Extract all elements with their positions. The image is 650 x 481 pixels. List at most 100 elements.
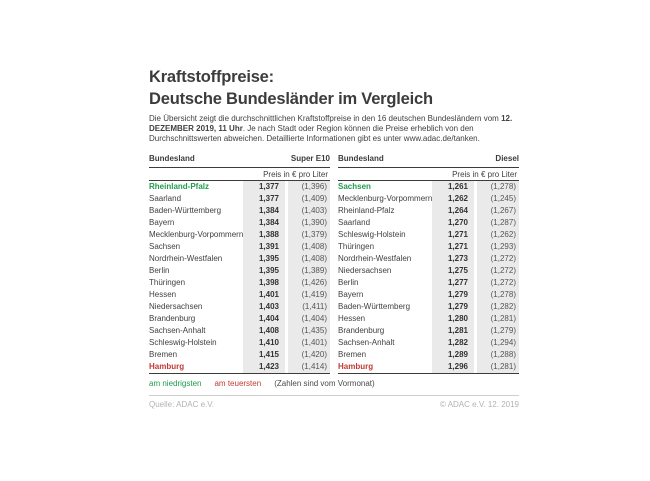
current-price: 1,395: [243, 265, 285, 277]
table-row: Hamburg 1,296 (1,281): [338, 361, 519, 373]
current-price: 1,401: [243, 289, 285, 301]
table-row: Schleswig-Holstein 1,271 (1,262): [338, 229, 519, 241]
title-line-1: Kraftstoffpreise:: [149, 68, 274, 86]
state-name: Nordrhein-Westfalen: [149, 254, 223, 263]
previous-month-price: (1,288): [477, 349, 519, 361]
infographic-content: Kraftstoffpreise: Deutsche Bundesländer …: [149, 66, 519, 409]
table-row: Saarland 1,270 (1,287): [338, 217, 519, 229]
state-name: Mecklenburg-Vorpommern: [338, 194, 432, 203]
state-name: Niedersachsen: [338, 266, 392, 275]
previous-month-price: (1,396): [288, 181, 330, 193]
current-price: 1,282: [432, 337, 474, 349]
previous-month-price: (1,420): [288, 349, 330, 361]
table-row: Bayern 1,279 (1,278): [338, 289, 519, 301]
current-price: 1,262: [432, 193, 474, 205]
previous-month-price: (1,281): [477, 313, 519, 325]
table-header-fuel: Diesel: [495, 154, 519, 163]
previous-month-price: (1,379): [288, 229, 330, 241]
footer-source: Quelle: ADAC e.V.: [149, 400, 215, 409]
table-row: Nordrhein-Westfalen 1,395 (1,408): [149, 253, 330, 265]
current-price: 1,273: [432, 253, 474, 265]
state-name: Saarland: [149, 194, 182, 203]
state-name: Brandenburg: [149, 314, 196, 323]
state-name: Saarland: [338, 218, 371, 227]
table-row: Hamburg 1,423 (1,414): [149, 361, 330, 373]
current-price: 1,271: [432, 229, 474, 241]
table-rows: Rheinland-Pfalz 1,377 (1,396) Saarland 1…: [149, 181, 330, 374]
state-name: Hessen: [149, 290, 177, 299]
state-name: Bremen: [338, 350, 367, 359]
current-price: 1,289: [432, 349, 474, 361]
state-name: Thüringen: [149, 278, 186, 287]
current-price: 1,281: [432, 325, 474, 337]
unit-label: Preis in € pro Liter: [263, 170, 328, 179]
state-name: Hessen: [338, 314, 366, 323]
previous-month-price: (1,278): [477, 181, 519, 193]
tables-row: Bundesland Super E10 Preis in € pro Lite…: [149, 154, 519, 374]
table-row: Sachsen 1,391 (1,408): [149, 241, 330, 253]
current-price: 1,270: [432, 217, 474, 229]
previous-month-price: (1,287): [477, 217, 519, 229]
previous-month-price: (1,293): [477, 241, 519, 253]
previous-month-price: (1,403): [288, 205, 330, 217]
previous-month-price: (1,411): [288, 301, 330, 313]
state-name: Hamburg: [149, 362, 185, 371]
current-price: 1,277: [432, 277, 474, 289]
previous-month-price: (1,390): [288, 217, 330, 229]
intro-text: Die Übersicht zeigt die durchschnittlich…: [149, 114, 519, 144]
state-name: Baden-Württemberg: [338, 302, 411, 311]
title-line-2: Deutsche Bundesländer im Vergleich: [149, 90, 433, 108]
current-price: 1,384: [243, 217, 285, 229]
state-name: Sachsen-Anhalt: [338, 338, 395, 347]
current-price: 1,261: [432, 181, 474, 193]
current-price: 1,264: [432, 205, 474, 217]
previous-month-price: (1,409): [288, 193, 330, 205]
table-row: Mecklenburg-Vorpommern 1,262 (1,245): [338, 193, 519, 205]
previous-month-price: (1,272): [477, 253, 519, 265]
table-row: Niedersachsen 1,275 (1,272): [338, 265, 519, 277]
legend: am niedrigsten am teuersten (Zahlen sind…: [149, 379, 519, 389]
table-row: Niedersachsen 1,403 (1,411): [149, 301, 330, 313]
table-row: Mecklenburg-Vorpommern 1,388 (1,379): [149, 229, 330, 241]
table-header-fuel: Super E10: [290, 154, 330, 163]
current-price: 1,271: [432, 241, 474, 253]
current-price: 1,377: [243, 193, 285, 205]
intro-pre: Die Übersicht zeigt die durchschnittlich…: [149, 114, 502, 123]
state-name: Schleswig-Holstein: [149, 338, 217, 347]
table-row: Nordrhein-Westfalen 1,273 (1,272): [338, 253, 519, 265]
state-name: Sachsen: [338, 182, 371, 191]
page-title: Kraftstoffpreise: Deutsche Bundesländer …: [149, 66, 519, 110]
table-row: Sachsen-Anhalt 1,282 (1,294): [338, 337, 519, 349]
current-price: 1,296: [432, 361, 474, 373]
table-row: Schleswig-Holstein 1,410 (1,401): [149, 337, 330, 349]
footer-copyright: © ADAC e.V. 12. 2019: [440, 400, 519, 409]
table-row: Thüringen 1,398 (1,426): [149, 277, 330, 289]
current-price: 1,388: [243, 229, 285, 241]
previous-month-price: (1,419): [288, 289, 330, 301]
table-row: Sachsen-Anhalt 1,408 (1,435): [149, 325, 330, 337]
table-row: Thüringen 1,271 (1,293): [338, 241, 519, 253]
current-price: 1,423: [243, 361, 285, 373]
state-name: Brandenburg: [338, 326, 385, 335]
table-row: Hessen 1,401 (1,419): [149, 289, 330, 301]
previous-month-price: (1,282): [477, 301, 519, 313]
current-price: 1,415: [243, 349, 285, 361]
table-row: Bremen 1,415 (1,420): [149, 349, 330, 361]
current-price: 1,398: [243, 277, 285, 289]
state-name: Rheinland-Pfalz: [149, 182, 210, 191]
previous-month-price: (1,389): [288, 265, 330, 277]
intro-post: . Je nach Stadt oder Region können die P…: [149, 124, 480, 143]
table-row: Rheinland-Pfalz 1,377 (1,396): [149, 181, 330, 193]
state-name: Niedersachsen: [149, 302, 203, 311]
legend-lowest: am niedrigsten: [149, 379, 202, 388]
unit-label: Preis in € pro Liter: [452, 170, 517, 179]
fuel-table-super-e10: Bundesland Super E10 Preis in € pro Lite…: [149, 154, 330, 374]
table-row: Rheinland-Pfalz 1,264 (1,267): [338, 205, 519, 217]
table-row: Berlin 1,395 (1,389): [149, 265, 330, 277]
table-rows: Sachsen 1,261 (1,278) Mecklenburg-Vorpom…: [338, 181, 519, 374]
current-price: 1,275: [432, 265, 474, 277]
previous-month-price: (1,408): [288, 241, 330, 253]
current-price: 1,404: [243, 313, 285, 325]
previous-month-price: (1,404): [288, 313, 330, 325]
state-name: Bayern: [149, 218, 175, 227]
